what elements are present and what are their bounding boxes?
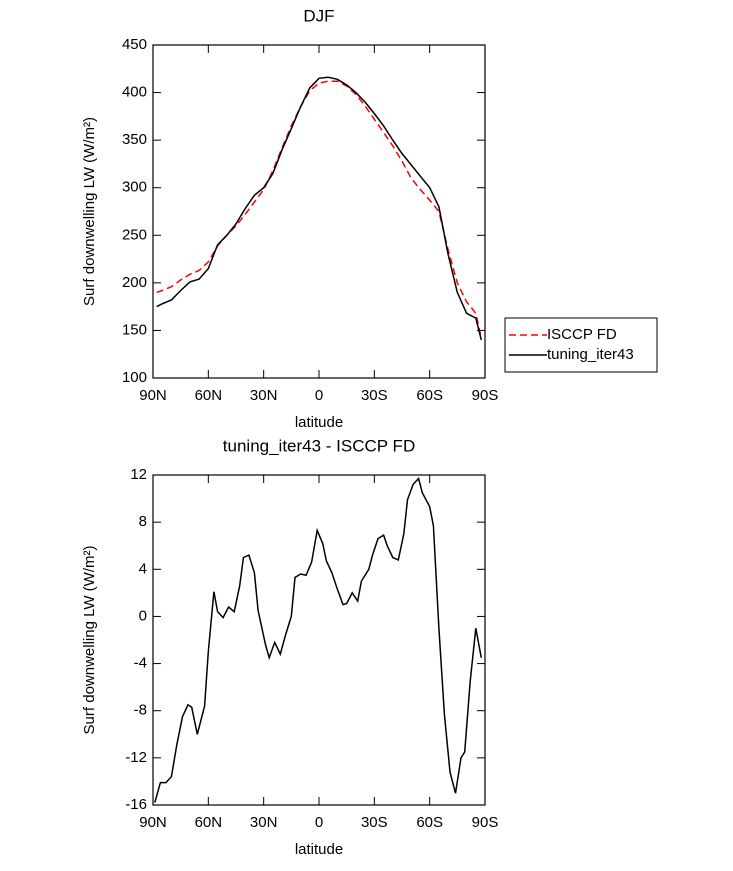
y-tick-label: 200 [122,274,147,291]
x-tick-label: 90S [472,814,499,831]
x-axis-label: latitude [295,414,343,431]
y-tick-label: 12 [130,466,147,483]
y-tick-label: -8 [134,702,147,719]
x-tick-label: 60S [416,387,443,404]
plot-frame [152,44,486,379]
legend-label: ISCCP FD [547,326,617,343]
x-tick-label: 30N [250,814,278,831]
legend-label: tuning_iter43 [547,346,634,363]
x-tick-label: 90N [139,387,167,404]
x-axis-label: latitude [295,841,343,858]
y-tick-label: 100 [122,369,147,386]
x-tick-label: 90S [472,387,499,404]
x-tick-label: 60N [195,814,223,831]
y-tick-label: -4 [134,655,147,672]
x-tick-label: 30N [250,387,278,404]
y-tick-label: 350 [122,131,147,148]
x-tick-label: 30S [361,814,388,831]
y-tick-label: -16 [125,796,147,813]
data-line [156,80,483,339]
x-tick-label: 0 [315,814,323,831]
y-tick-label: 450 [122,36,147,53]
y-tick-label: 250 [122,226,147,243]
y-tick-label: 400 [122,84,147,101]
y-tick-label: 0 [139,607,147,624]
y-tick-label: 150 [122,321,147,338]
y-axis-label: Surf downwelling LW (W/m²) [81,117,98,306]
data-line [156,76,483,341]
chart-title: tuning_iter43 - ISCCP FD [223,436,415,455]
x-tick-label: 0 [315,387,323,404]
plot-frame [152,474,486,806]
chart-title: DJF [303,6,334,25]
x-tick-label: 90N [139,814,167,831]
y-axis-label: Surf downwelling LW (W/m²) [81,546,98,735]
y-tick-label: 8 [139,513,147,530]
y-tick-label: 4 [139,560,147,577]
x-tick-label: 60S [416,814,443,831]
legend-box [504,317,658,373]
y-tick-label: 300 [122,179,147,196]
x-tick-label: 30S [361,387,388,404]
y-tick-label: -12 [125,749,147,766]
x-tick-label: 60N [195,387,223,404]
data-line [154,476,483,803]
